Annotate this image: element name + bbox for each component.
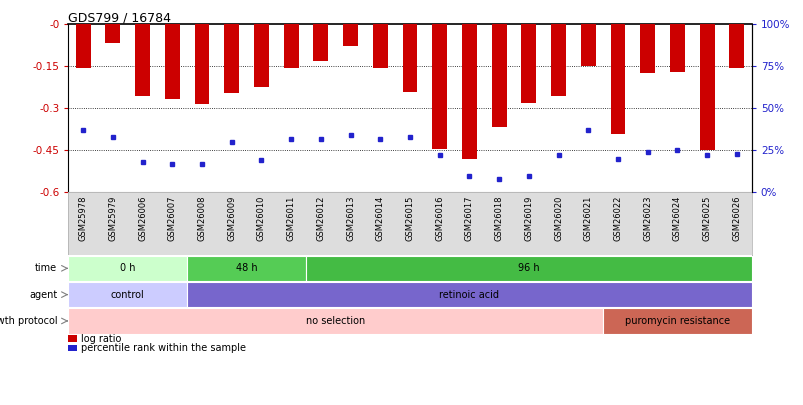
- Text: 96 h: 96 h: [517, 263, 539, 273]
- Bar: [669, 24, 684, 72]
- Bar: [551, 24, 565, 96]
- Bar: [135, 24, 150, 96]
- Text: agent: agent: [29, 290, 57, 300]
- Text: GSM26026: GSM26026: [732, 196, 740, 241]
- Bar: [224, 24, 239, 93]
- Bar: [306, 256, 751, 281]
- Text: 48 h: 48 h: [235, 263, 257, 273]
- Text: 0 h: 0 h: [120, 263, 136, 273]
- Text: percentile rank within the sample: percentile rank within the sample: [80, 343, 246, 353]
- Bar: [580, 24, 595, 66]
- Text: GSM26021: GSM26021: [583, 196, 592, 241]
- Bar: [187, 282, 751, 307]
- Bar: [194, 24, 210, 104]
- Text: GSM26016: GSM26016: [434, 196, 444, 241]
- Text: GSM26013: GSM26013: [345, 196, 355, 241]
- Bar: [521, 24, 536, 103]
- Text: puromycin resistance: puromycin resistance: [624, 316, 729, 326]
- Bar: [343, 24, 357, 46]
- Text: GSM26024: GSM26024: [672, 196, 681, 241]
- Bar: [187, 256, 306, 281]
- Text: GSM26008: GSM26008: [198, 196, 206, 241]
- Bar: [68, 256, 187, 281]
- Bar: [68, 308, 602, 334]
- Text: GSM26007: GSM26007: [168, 196, 177, 241]
- Bar: [609, 24, 625, 134]
- Text: GSM25979: GSM25979: [108, 196, 117, 241]
- Text: GSM26017: GSM26017: [464, 196, 474, 241]
- Text: GSM26014: GSM26014: [375, 196, 385, 241]
- Bar: [254, 24, 268, 87]
- Bar: [462, 24, 476, 159]
- Text: GSM26009: GSM26009: [227, 196, 236, 241]
- Bar: [105, 24, 120, 43]
- Text: time: time: [35, 263, 57, 273]
- Text: GSM26015: GSM26015: [405, 196, 414, 241]
- Text: GSM26010: GSM26010: [257, 196, 266, 241]
- Bar: [68, 282, 187, 307]
- Text: GSM26011: GSM26011: [287, 196, 296, 241]
- Text: GSM26023: GSM26023: [642, 196, 651, 241]
- Text: growth protocol: growth protocol: [0, 316, 57, 326]
- Bar: [283, 24, 298, 68]
- Bar: [728, 24, 744, 68]
- Text: GSM26022: GSM26022: [613, 196, 622, 241]
- Text: GDS799 / 16784: GDS799 / 16784: [68, 11, 171, 24]
- Bar: [313, 24, 328, 61]
- Bar: [402, 24, 417, 92]
- Bar: [602, 308, 751, 334]
- Text: GSM25978: GSM25978: [79, 196, 88, 241]
- Bar: [68, 335, 76, 342]
- Text: GSM26019: GSM26019: [524, 196, 532, 241]
- Text: GSM26012: GSM26012: [316, 196, 325, 241]
- Text: control: control: [111, 290, 145, 300]
- Text: GSM26006: GSM26006: [138, 196, 147, 241]
- Bar: [639, 24, 654, 73]
- Bar: [68, 345, 76, 352]
- Bar: [699, 24, 714, 150]
- Text: GSM26025: GSM26025: [702, 196, 711, 241]
- Bar: [432, 24, 446, 149]
- Bar: [75, 24, 91, 68]
- Bar: [373, 24, 387, 68]
- Text: no selection: no selection: [306, 316, 365, 326]
- Bar: [165, 24, 180, 98]
- Text: retinoic acid: retinoic acid: [439, 290, 499, 300]
- Bar: [491, 24, 506, 126]
- Text: GSM26020: GSM26020: [553, 196, 562, 241]
- Text: log ratio: log ratio: [80, 334, 121, 344]
- Text: GSM26018: GSM26018: [494, 196, 503, 241]
